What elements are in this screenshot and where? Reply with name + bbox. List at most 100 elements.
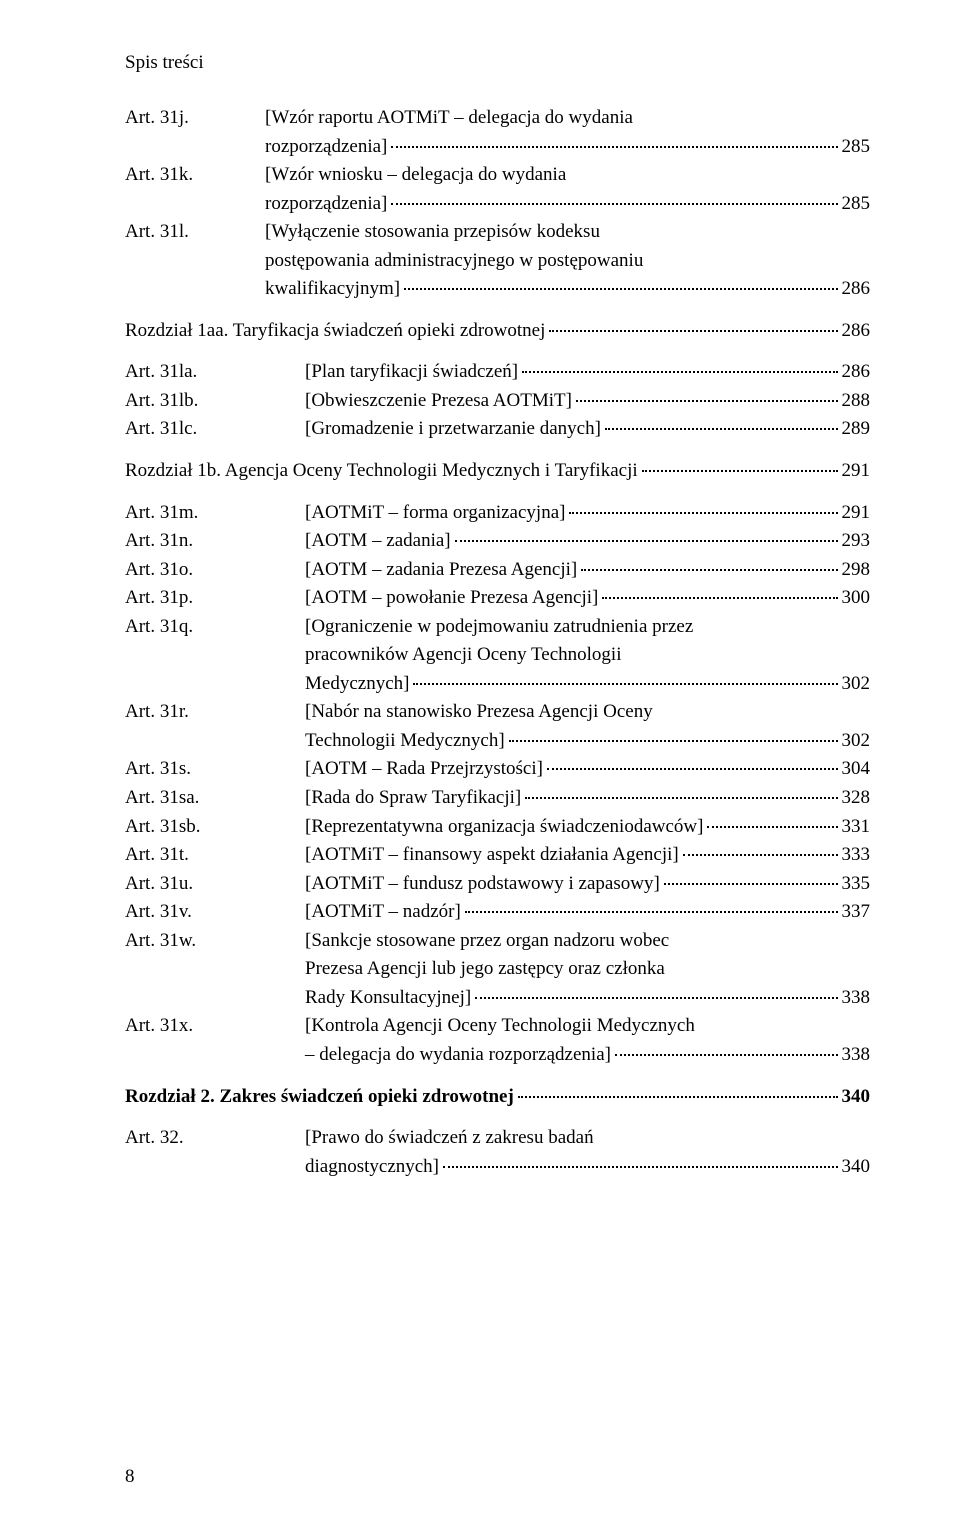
leader-dots [581, 569, 837, 571]
article-title: [Wyłączenie stosowania przepisów kodeksu [265, 218, 600, 246]
section-page: 286 [842, 317, 871, 345]
leader-dots [413, 683, 837, 685]
page-ref: 289 [842, 415, 871, 443]
toc-block-1: Art. 31j.[Wzór raportu AOTMiT – delegacj… [125, 104, 870, 303]
toc-entry: Art. 31la.[Plan taryfikacji świadczeń]28… [125, 358, 870, 386]
toc-entry: diagnostycznych]340 [125, 1153, 870, 1181]
toc-entry: Art. 31w.[Sankcje stosowane przez organ … [125, 927, 870, 955]
article-title: pracowników Agencji Oceny Technologii [305, 641, 622, 669]
page-ref: 285 [842, 190, 871, 218]
article-title: [Ograniczenie w podejmowaniu zatrudnieni… [305, 613, 693, 641]
leader-dots [455, 540, 838, 542]
toc-entry: Art. 31x.[Kontrola Agencji Oceny Technol… [125, 1012, 870, 1040]
page-ref: 340 [842, 1153, 871, 1181]
article-title: Technologii Medycznych] [305, 727, 505, 755]
leader-dots [509, 740, 838, 742]
toc-entry: Art. 31r.[Nabór na stanowisko Prezesa Ag… [125, 698, 870, 726]
article-title: [Sankcje stosowane przez organ nadzoru w… [305, 927, 669, 955]
article-label: Art. 31m. [125, 499, 305, 527]
article-title: [Kontrola Agencji Oceny Technologii Medy… [305, 1012, 695, 1040]
article-title: [Rada do Spraw Taryfikacji] [305, 784, 521, 812]
section-page: 291 [842, 457, 871, 485]
toc-entry: Rady Konsultacyjnej] 338 [125, 984, 870, 1012]
leader-dots [549, 330, 837, 332]
toc-entry: Art. 31q.[Ograniczenie w podejmowaniu za… [125, 613, 870, 641]
page-ref: 331 [842, 813, 871, 841]
article-title: [Nabór na stanowisko Prezesa Agencji Oce… [305, 698, 653, 726]
leader-dots [576, 400, 838, 402]
page-ref: 291 [842, 499, 871, 527]
toc-entry: Prezesa Agencji lub jego zastępcy oraz c… [125, 955, 870, 983]
article-label: Art. 31w. [125, 927, 305, 955]
toc-entry: Art. 31p.[AOTM – powołanie Prezesa Agenc… [125, 584, 870, 612]
article-title: Prezesa Agencji lub jego zastępcy oraz c… [305, 955, 665, 983]
article-title: rozporządzenia] [265, 133, 387, 161]
article-title: [Obwieszczenie Prezesa AOTMiT] [305, 387, 572, 415]
leader-dots [547, 768, 838, 770]
toc-entry: Art. 31lc.[Gromadzenie i przetwarzanie d… [125, 415, 870, 443]
article-label: Art. 31s. [125, 755, 305, 783]
article-label: Art. 31p. [125, 584, 305, 612]
article-title: [AOTMiT – fundusz podstawowy i zapasowy] [305, 870, 660, 898]
leader-dots [391, 203, 837, 205]
article-label: Art. 31n. [125, 527, 305, 555]
article-title: [Gromadzenie i przetwarzanie danych] [305, 415, 601, 443]
toc-entry: postępowania administracyjnego w postępo… [125, 247, 870, 275]
toc-entry: – delegacja do wydania rozporządzenia]33… [125, 1041, 870, 1069]
article-label: Art. 31q. [125, 613, 305, 641]
toc-entry: Art. 31v.[AOTMiT – nadzór] 337 [125, 898, 870, 926]
article-label: Art. 31lb. [125, 387, 305, 415]
leader-dots [605, 428, 838, 430]
article-label: Art. 31v. [125, 898, 305, 926]
section-page: 340 [842, 1083, 871, 1111]
toc-entry: Technologii Medycznych]302 [125, 727, 870, 755]
article-title: [AOTM – zadania Prezesa Agencji] [305, 556, 577, 584]
article-title: [Prawo do świadczeń z zakresu badań [305, 1124, 594, 1152]
page-ref: 337 [842, 898, 871, 926]
page-number: 8 [125, 1466, 135, 1488]
leader-dots [525, 797, 837, 799]
leader-dots [475, 997, 837, 999]
article-label: Art. 31r. [125, 698, 305, 726]
toc-entry: Art. 31lb.[Obwieszczenie Prezesa AOTMiT]… [125, 387, 870, 415]
article-title: [Wzór raportu AOTMiT – delegacja do wyda… [265, 104, 633, 132]
section-title-text: Rozdział 2. Zakres świadczeń opieki zdro… [125, 1083, 514, 1111]
article-title: [AOTM – powołanie Prezesa Agencji] [305, 584, 598, 612]
toc-entry: Art. 32.[Prawo do świadczeń z zakresu ba… [125, 1124, 870, 1152]
article-title: [Wzór wniosku – delegacja do wydania [265, 161, 566, 189]
article-title: [AOTMiT – nadzór] [305, 898, 461, 926]
section-title-text: Rozdział 1aa. Taryfikacja świadczeń opie… [125, 317, 545, 345]
page-header: Spis treści [125, 52, 870, 74]
page-ref: 300 [842, 584, 871, 612]
toc-entry: Art. 31u.[AOTMiT – fundusz podstawowy i … [125, 870, 870, 898]
leader-dots [522, 371, 837, 373]
article-label: Art. 31t. [125, 841, 305, 869]
article-label: Art. 31u. [125, 870, 305, 898]
article-title: Medycznych] [305, 670, 409, 698]
leader-dots [404, 288, 837, 290]
article-title: [AOTM – zadania] [305, 527, 451, 555]
article-title: [AOTMiT – forma organizacyjna] [305, 499, 565, 527]
article-title: Rady Konsultacyjnej] [305, 984, 471, 1012]
page-ref: 333 [842, 841, 871, 869]
leader-dots [664, 883, 838, 885]
page-ref: 285 [842, 133, 871, 161]
article-label: Art. 31lc. [125, 415, 305, 443]
toc-entry: Art. 31t.[AOTMiT – finansowy aspekt dzia… [125, 841, 870, 869]
page-ref: 338 [842, 984, 871, 1012]
section-1b: Rozdział 1b. Agencja Oceny Technologii M… [125, 457, 870, 485]
page-ref: 288 [842, 387, 871, 415]
page-ref: 328 [842, 784, 871, 812]
leader-dots [518, 1096, 838, 1098]
article-title: postępowania administracyjnego w postępo… [265, 247, 643, 275]
toc-entry: Art. 31k.[Wzór wniosku – delegacja do wy… [125, 161, 870, 189]
toc-block-4: Art. 32.[Prawo do świadczeń z zakresu ba… [125, 1124, 870, 1180]
leader-dots [391, 146, 837, 148]
toc-block-3: Art. 31m.[AOTMiT – forma organizacyjna] 2… [125, 499, 870, 1069]
page-ref: 286 [842, 275, 871, 303]
article-label: Art. 32. [125, 1124, 305, 1152]
article-label: Art. 31l. [125, 218, 265, 246]
article-label: Art. 31sa. [125, 784, 305, 812]
toc-entry: Art. 31o.[AOTM – zadania Prezesa Agencji… [125, 556, 870, 584]
article-title: [AOTMiT – finansowy aspekt działania Age… [305, 841, 679, 869]
